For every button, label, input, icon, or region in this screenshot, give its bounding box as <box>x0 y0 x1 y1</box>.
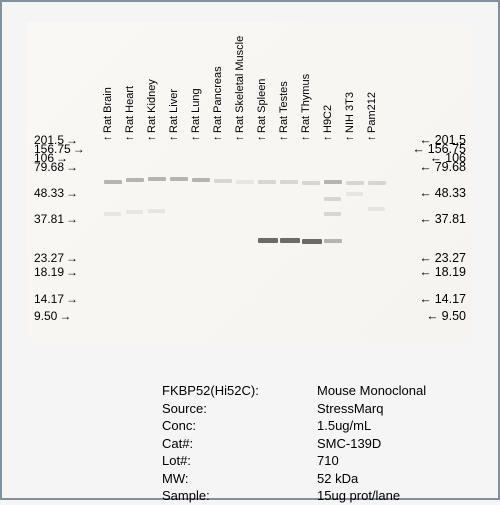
lane-label: Rat Kidney <box>146 26 158 141</box>
info-row: Sample:15ug prot/lane <box>162 487 478 505</box>
blot-band <box>104 212 121 216</box>
info-label: Sample: <box>162 487 317 505</box>
blot-band <box>280 180 298 184</box>
info-row: Conc:1.5ug/mL <box>162 417 478 435</box>
info-row: Lot#:710 <box>162 452 478 470</box>
mw-marker-left: 37.81 <box>34 212 78 226</box>
info-row: MW:52 kDa <box>162 470 478 488</box>
info-panel: FKBP52(Hi52C):Mouse MonoclonalSource:Str… <box>162 382 478 505</box>
info-row: Source:StressMarq <box>162 400 478 418</box>
mw-marker-left: 14.17 <box>34 292 78 306</box>
mw-marker-right: 18.19 <box>419 265 466 279</box>
mw-marker-right: 37.81 <box>419 212 466 226</box>
blot-band <box>258 180 276 184</box>
lane-label: NIH 3T3 <box>344 26 356 141</box>
mw-marker-left: 79.68 <box>34 160 78 174</box>
blot-band <box>324 239 342 243</box>
info-label: Lot#: <box>162 452 317 470</box>
mw-marker-left: 48.33 <box>34 186 78 200</box>
lane-label: Rat Pancreas <box>212 26 224 141</box>
mw-marker-right: 23.27 <box>419 251 466 265</box>
blot-band <box>302 181 320 185</box>
mw-marker-right: 9.50 <box>426 309 466 323</box>
lane-label: Rat Testes <box>278 26 290 141</box>
mw-marker-right: 14.17 <box>419 292 466 306</box>
blot-band <box>324 197 341 201</box>
blot-band <box>170 177 188 181</box>
lane-label: Rat Thymus <box>300 26 312 141</box>
blot-band <box>148 209 165 213</box>
info-value: Mouse Monoclonal <box>317 382 426 400</box>
blot-band <box>126 210 143 214</box>
info-value: 710 <box>317 452 339 470</box>
info-value: SMC-139D <box>317 435 381 453</box>
mw-marker-left: 9.50 <box>34 309 71 323</box>
blot-band <box>148 177 166 181</box>
info-label: Source: <box>162 400 317 418</box>
blot-band <box>104 180 122 184</box>
lane-label: Rat Heart <box>124 26 136 141</box>
lane-label: Pam212 <box>366 26 378 141</box>
blot-band <box>368 207 385 211</box>
info-value: 1.5ug/mL <box>317 417 371 435</box>
info-label: Conc: <box>162 417 317 435</box>
info-value: 15ug prot/lane <box>317 487 400 505</box>
lane-label: H9C2 <box>322 26 334 141</box>
blot-band <box>346 181 364 185</box>
info-label: MW: <box>162 470 317 488</box>
info-label: FKBP52(Hi52C): <box>162 382 317 400</box>
info-row: Cat#:SMC-139D <box>162 435 478 453</box>
lane-label: Rat Skeletal Muscle <box>234 26 246 141</box>
mw-marker-right: 48.33 <box>419 186 466 200</box>
blot-band <box>324 180 342 184</box>
blot-band <box>280 238 300 243</box>
blot-band <box>368 181 386 185</box>
blot-band <box>214 179 232 183</box>
lane-label: Rat Liver <box>168 26 180 141</box>
info-label: Cat#: <box>162 435 317 453</box>
mw-marker-left: 18.19 <box>34 265 78 279</box>
lane-label: Rat Lung <box>190 26 202 141</box>
blot-band <box>126 178 144 182</box>
blot-band <box>302 239 322 244</box>
info-value: 52 kDa <box>317 470 358 488</box>
info-row: FKBP52(Hi52C):Mouse Monoclonal <box>162 382 478 400</box>
blot-band <box>192 178 210 182</box>
lane-label: Rat Brain <box>102 26 114 141</box>
blot-band <box>258 238 278 243</box>
blot-band <box>346 192 363 196</box>
mw-marker-left: 23.27 <box>34 251 78 265</box>
info-value: StressMarq <box>317 400 383 418</box>
blot-band <box>236 180 254 184</box>
blot-band <box>324 212 341 216</box>
mw-marker-right: 79.68 <box>419 160 466 174</box>
lane-label: Rat Spleen <box>256 26 268 141</box>
